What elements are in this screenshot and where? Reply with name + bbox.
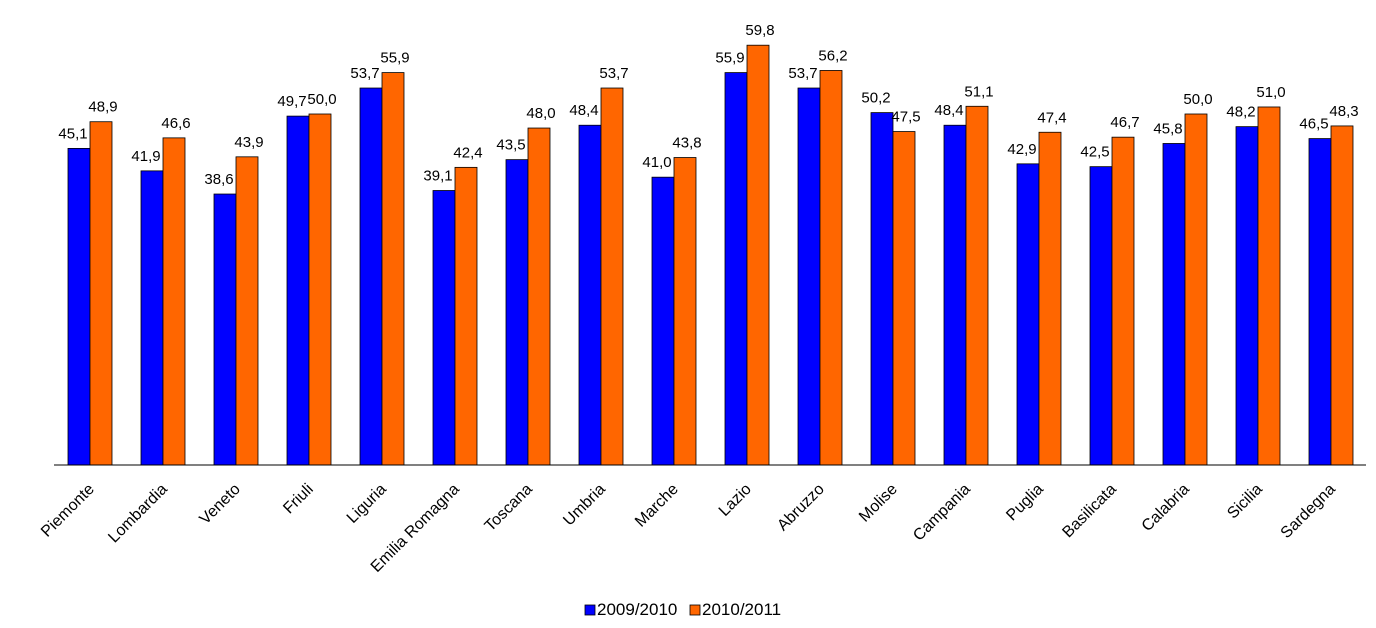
data-label-series1-11: 50,2 (861, 90, 890, 107)
category-label-4: Liguria (344, 481, 390, 527)
data-label-series2-17: 48,3 (1329, 103, 1358, 120)
data-label-series2-0: 48,9 (88, 99, 117, 116)
bar-series1-4 (359, 87, 383, 466)
data-label-series1-8: 41,0 (642, 154, 671, 171)
bar-series2-2 (235, 156, 259, 466)
category-label-2: Veneto (197, 481, 244, 528)
category-label-12: Campania (910, 481, 974, 545)
data-label-series2-8: 43,8 (672, 135, 701, 152)
data-label-series1-1: 41,9 (131, 148, 160, 165)
category-label-6: Toscana (482, 481, 536, 535)
data-label-series2-10: 56,2 (818, 47, 847, 64)
bar-series1-16 (1235, 126, 1259, 466)
data-label-series1-4: 53,7 (350, 65, 379, 82)
data-label-series1-6: 43,5 (496, 137, 525, 154)
category-label-13: Puglia (1003, 481, 1047, 525)
bar-series2-3 (308, 113, 332, 466)
legend-label-1: 2009/2010 (597, 600, 677, 619)
data-label-series2-5: 42,4 (453, 144, 482, 161)
data-label-series2-1: 46,6 (161, 115, 190, 132)
bars-layer (67, 44, 1354, 466)
category-label-0: Piemonte (38, 481, 98, 541)
bar-series2-10 (819, 70, 843, 466)
legend-label-2: 2010/2011 (702, 600, 781, 619)
bar-series1-15 (1162, 143, 1186, 466)
data-label-series2-11: 47,5 (891, 109, 920, 126)
bar-series1-12 (943, 124, 967, 466)
bar-series1-13 (1016, 163, 1040, 466)
data-label-series2-2: 43,9 (234, 134, 263, 151)
data-label-series2-4: 55,9 (380, 50, 409, 67)
bar-series1-2 (213, 193, 237, 466)
data-label-series2-12: 51,1 (964, 83, 993, 100)
data-label-series1-2: 38,6 (204, 171, 233, 188)
data-label-series2-3: 50,0 (307, 91, 336, 108)
bar-series2-4 (381, 72, 405, 466)
data-label-series1-0: 45,1 (58, 125, 87, 142)
data-label-series2-9: 59,8 (745, 22, 774, 39)
bar-series2-17 (1330, 125, 1354, 466)
bar-series2-5 (454, 166, 478, 466)
data-label-series1-10: 53,7 (788, 65, 817, 82)
category-label-10: Abruzzo (774, 481, 828, 535)
bar-series2-11 (892, 131, 916, 466)
data-label-series1-7: 48,4 (569, 102, 598, 119)
data-label-series2-15: 50,0 (1183, 91, 1212, 108)
bar-series1-9 (724, 72, 748, 466)
bar-series1-10 (797, 87, 821, 466)
category-label-14: Basilicata (1059, 481, 1120, 542)
category-labels-layer: Piemonte Lombardia Veneto Friuli LiguriaEmil… (38, 481, 1339, 576)
bar-series1-3 (286, 115, 310, 466)
data-label-series1-5: 39,1 (423, 168, 452, 185)
legend-swatch-1 (584, 604, 596, 616)
data-label-series1-16: 48,2 (1226, 104, 1255, 121)
bar-series1-1 (140, 170, 164, 466)
bar-series1-8 (651, 176, 675, 466)
data-label-series1-17: 46,5 (1299, 116, 1328, 133)
bar-series2-8 (673, 157, 697, 466)
value-labels-layer: 45,148,941,946,638,643,949,7 50,053,755,9… (58, 22, 1358, 188)
data-label-series1-3: 49,7 (277, 93, 306, 110)
bar-series2-9 (746, 44, 770, 466)
data-label-series1-14: 42,5 (1080, 144, 1109, 161)
bar-series1-17 (1308, 138, 1332, 466)
category-label-11: Molise (856, 481, 901, 526)
data-label-series1-12: 48,4 (934, 102, 963, 119)
bar-series2-13 (1038, 131, 1062, 466)
category-label-16: Sicilia (1224, 481, 1266, 523)
bar-series1-11 (870, 112, 894, 466)
bar-series1-0 (67, 147, 91, 466)
bar-series2-12 (965, 105, 989, 466)
category-label-7: Umbria (560, 481, 609, 530)
bar-series1-14 (1089, 166, 1113, 466)
legend-swatch-2 (689, 604, 701, 616)
bar-series1-7 (578, 124, 602, 466)
bar-series2-7 (600, 87, 624, 466)
category-label-8: Marche (632, 481, 682, 531)
data-label-series2-7: 53,7 (599, 65, 628, 82)
bar-series2-1 (162, 137, 186, 466)
data-label-series1-13: 42,9 (1007, 141, 1036, 158)
data-label-series2-14: 46,7 (1110, 114, 1139, 131)
category-label-17: Sardegna (1278, 481, 1339, 542)
bar-series2-0 (89, 121, 113, 466)
category-label-9: Lazio (716, 481, 755, 520)
category-label-3: Friuli (280, 481, 317, 518)
data-label-series1-15: 45,8 (1153, 120, 1182, 137)
bar-series1-6 (505, 159, 529, 466)
data-label-series1-9: 55,9 (715, 50, 744, 67)
bar-series2-14 (1111, 136, 1135, 466)
bar-series2-15 (1184, 113, 1208, 466)
bar-series1-5 (432, 190, 456, 466)
legend: 2009/2010 2010/2011 (584, 600, 781, 619)
data-label-series2-16: 51,0 (1256, 84, 1285, 101)
data-label-series2-6: 48,0 (526, 105, 555, 122)
bar-series2-16 (1257, 106, 1281, 466)
data-label-series2-13: 47,4 (1037, 109, 1066, 126)
category-label-1: Lombardia (105, 481, 171, 547)
bar-series2-6 (527, 127, 551, 466)
category-label-15: Calabria (1139, 481, 1193, 535)
